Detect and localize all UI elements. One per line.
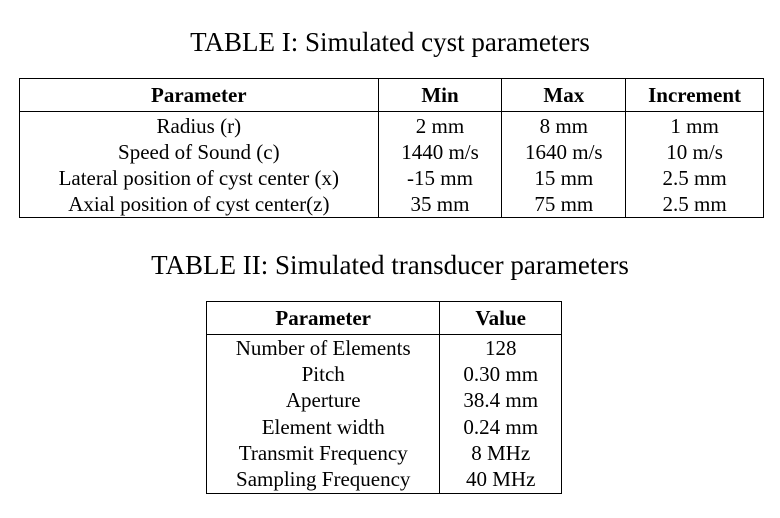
table-row: Number of Elements 128 (207, 334, 562, 362)
table-row: Element width 0.24 mm (207, 413, 562, 441)
parameter-cell: Element width (261, 414, 385, 439)
column-header-increment: Increment (625, 78, 764, 112)
parameter-cell: Sampling Frequency (236, 467, 411, 492)
max-cell: 75 mm (501, 191, 626, 218)
parameter-cell: Radius (r) (156, 113, 242, 138)
parameter-cell: Pitch (301, 361, 345, 386)
table2-caption: TABLE II: Simulated transducer parameter… (151, 250, 629, 280)
column-header-value: Value (439, 301, 562, 335)
min-cell: 35 mm (377, 191, 502, 218)
parameter-cell: Number of Elements (235, 335, 411, 360)
max-cell: 8 mm (501, 111, 626, 139)
value-cell: 0.30 mm (439, 361, 562, 388)
value-cell: 128 (439, 334, 562, 362)
increment-cell: 10 m/s (625, 139, 764, 165)
column-header-min: Min (377, 78, 502, 112)
table-header-row: Parameter Min Max Increment (19, 78, 764, 112)
table-row: Lateral position of cyst center (x) -15 … (20, 165, 764, 191)
table-header-row: Parameter Value (206, 301, 562, 335)
table-row: Radius (r) 2 mm 8 mm 1 mm (20, 111, 764, 139)
column-header-parameter: Parameter (206, 301, 440, 335)
parameter-cell: Axial position of cyst center(z) (68, 191, 330, 216)
increment-cell: 1 mm (625, 111, 764, 139)
min-cell: 2 mm (377, 111, 502, 139)
cyst-parameters-table: Parameter Min Max Increment Radius (r) 2… (19, 78, 764, 218)
parameter-cell: Speed of Sound (c) (118, 139, 280, 164)
min-cell: 1440 m/s (377, 139, 502, 165)
increment-cell: 2.5 mm (625, 191, 764, 218)
table1-caption: TABLE I: Simulated cyst parameters (190, 27, 590, 57)
column-header-max: Max (501, 78, 626, 112)
parameter-cell: Transmit Frequency (238, 440, 408, 465)
min-cell: -15 mm (377, 165, 502, 191)
value-cell: 40 MHz (439, 466, 562, 494)
table-row: Transmit Frequency 8 MHz (207, 440, 562, 467)
table-row: Aperture 38.4 mm (207, 387, 562, 414)
column-header-parameter: Parameter (19, 78, 379, 112)
value-cell: 0.24 mm (439, 413, 562, 441)
table-row: Sampling Frequency 40 MHz (207, 466, 562, 494)
transducer-parameters-table: Parameter Value Number of Elements 128 P… (206, 301, 562, 494)
table-row: Axial position of cyst center(z) 35 mm 7… (20, 191, 764, 218)
table-row: Pitch 0.30 mm (207, 361, 562, 388)
value-cell: 8 MHz (439, 440, 562, 467)
max-cell: 15 mm (501, 165, 626, 191)
value-cell: 38.4 mm (439, 387, 562, 414)
parameter-cell: Aperture (285, 388, 361, 413)
increment-cell: 2.5 mm (625, 165, 764, 191)
table-row: Speed of Sound (c) 1440 m/s 1640 m/s 10 … (20, 139, 764, 165)
parameter-cell: Lateral position of cyst center (x) (58, 165, 340, 190)
max-cell: 1640 m/s (501, 139, 626, 165)
